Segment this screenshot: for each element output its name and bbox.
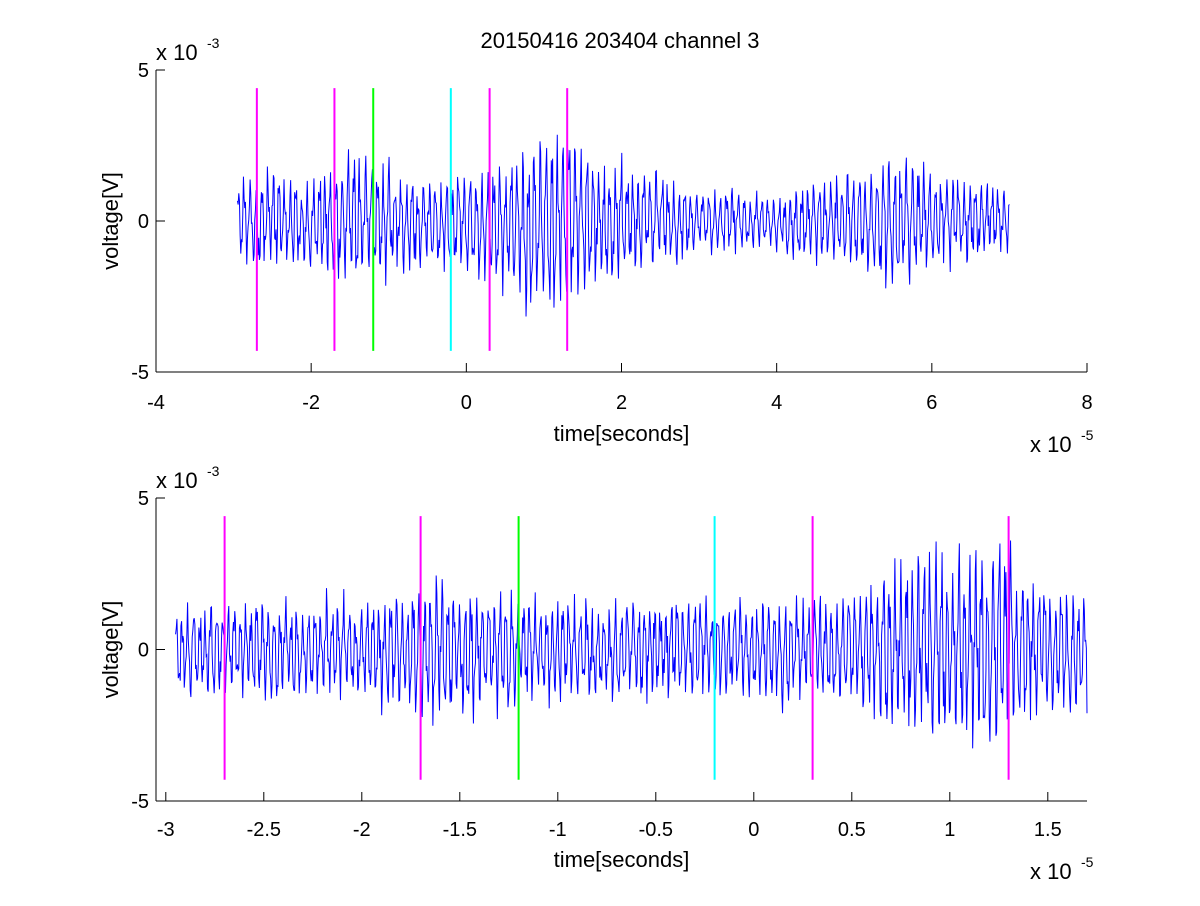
ax1-x-axis-label: time[seconds] (554, 847, 690, 872)
ax0-x-tick-label-0: -4 (147, 392, 165, 414)
ax1-y-multiplier-exponent: -3 (207, 463, 220, 479)
ax0-y-multiplier: x 10 (156, 40, 198, 65)
ax0-x-tick-label-2: 0 (461, 392, 472, 414)
ax1-y-multiplier: x 10 (156, 468, 198, 493)
ax0-x-tick-label-4: 4 (771, 392, 782, 414)
ax0-y-multiplier-exponent: -3 (207, 35, 220, 51)
ax0-y-tick-label-0: -5 (131, 362, 149, 384)
ax1-x-tick-label-6: 0 (748, 819, 759, 841)
figure-title: 20150416 203404 channel 3 (481, 28, 760, 53)
ax1-x-multiplier: x 10 (1030, 859, 1072, 884)
ax1-x-tick-label-7: 0.5 (838, 819, 866, 841)
ax0-x-tick-label-6: 8 (1081, 392, 1092, 414)
ax0-x-axis-label: time[seconds] (554, 421, 690, 446)
ax1-y-tick-label-1: 0 (138, 640, 149, 662)
ax1-y-tick-label-0: -5 (131, 791, 149, 813)
ax1-x-tick-label-1: -2.5 (247, 819, 281, 841)
bottom-axes: -3 -2.5 -2 -1.5 -1 -0.5 0 0.5 1 1.5 -5 0 5 time[secon… (98, 463, 1094, 884)
ax0-y-tick-label-1: 0 (138, 211, 149, 233)
ax0-signal-trace (236, 134, 1010, 317)
top-axes: -4 -2 0 2 4 6 8 -5 0 5 time[seconds] voltage[V] x 10… (98, 35, 1094, 457)
ax0-x-multiplier-exponent: -5 (1081, 427, 1094, 443)
ax1-x-tick-label-2: -2 (353, 819, 371, 841)
ax1-x-tick-label-8: 1 (944, 819, 955, 841)
ax1-x-tick-label-9: 1.5 (1034, 819, 1062, 841)
ax1-signal-trace (175, 540, 1088, 749)
ax1-y-tick-label-2: 5 (138, 488, 149, 510)
ax0-x-multiplier: x 10 (1030, 432, 1072, 457)
ax1-x-tick-label-4: -1 (549, 819, 567, 841)
ax1-x-tick-label-3: -1.5 (443, 819, 477, 841)
ax1-x-tick-label-0: -3 (157, 819, 175, 841)
ax1-x-tick-label-5: -0.5 (639, 819, 673, 841)
ax1-y-axis-label: voltage[V] (98, 601, 123, 699)
ax0-x-tick-label-3: 2 (616, 392, 627, 414)
ax0-y-tick-label-2: 5 (138, 60, 149, 82)
ax0-x-tick-label-1: -2 (302, 392, 320, 414)
ax0-x-tick-label-5: 6 (926, 392, 937, 414)
ax1-x-multiplier-exponent: -5 (1081, 854, 1094, 870)
ax0-y-axis-label: voltage[V] (98, 172, 123, 270)
